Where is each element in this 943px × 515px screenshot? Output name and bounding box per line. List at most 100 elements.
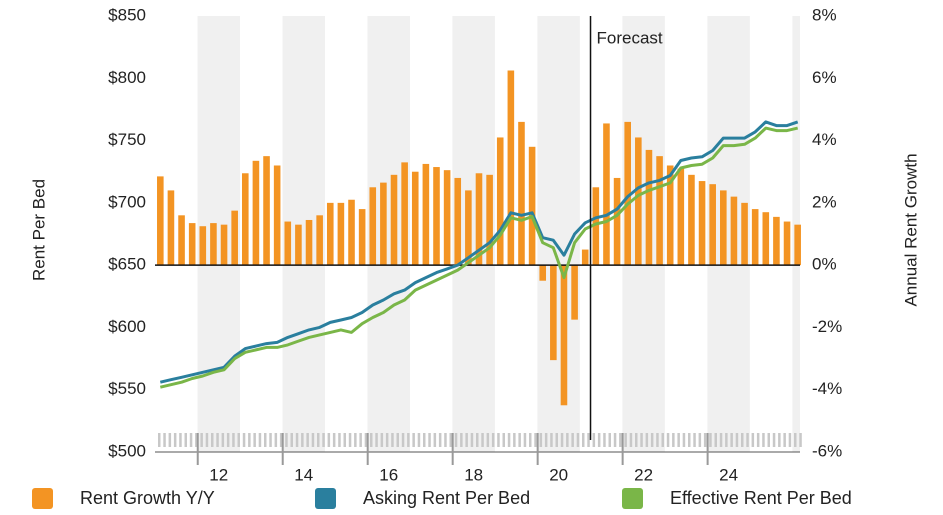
minor-tick <box>348 433 352 447</box>
year-band <box>537 16 580 452</box>
minor-tick <box>709 433 712 447</box>
minor-tick <box>264 433 267 447</box>
minor-tick <box>592 433 596 447</box>
minor-tick <box>385 433 389 447</box>
bar <box>316 215 323 266</box>
minor-tick <box>274 433 278 447</box>
bar <box>688 174 695 266</box>
bar <box>220 224 228 266</box>
minor-tick <box>619 433 622 447</box>
bar <box>528 146 536 266</box>
minor-tick <box>778 433 781 447</box>
minor-tick <box>449 433 452 447</box>
bar <box>581 249 589 266</box>
y-tick-label: $800 <box>108 68 146 87</box>
minor-tick <box>258 433 262 447</box>
bar <box>210 223 217 266</box>
bar <box>794 224 801 266</box>
legend-label: Rent Growth Y/Y <box>80 488 215 508</box>
minor-tick <box>195 433 198 447</box>
minor-tick <box>603 433 606 447</box>
bar <box>390 174 398 266</box>
bar <box>241 173 249 266</box>
bar <box>720 190 727 266</box>
minor-tick <box>279 433 283 447</box>
y2-tick-label: 4% <box>812 130 837 149</box>
bar <box>603 123 610 266</box>
minor-tick <box>624 433 627 447</box>
minor-tick <box>476 433 479 447</box>
minor-tick <box>412 433 415 447</box>
y-tick-label: $650 <box>108 255 146 274</box>
legend-swatch <box>315 488 336 509</box>
minor-tick <box>391 433 394 447</box>
bar <box>698 181 706 266</box>
minor-tick <box>343 433 346 447</box>
minor-tick <box>359 433 362 447</box>
minor-tick <box>226 433 230 447</box>
minor-tick <box>211 433 214 447</box>
line <box>159 126 799 389</box>
minor-tick <box>582 433 585 447</box>
y-tick-label: $850 <box>108 5 146 24</box>
bar <box>178 215 185 266</box>
bar <box>613 177 621 266</box>
minor-tick <box>444 433 447 447</box>
bar <box>273 165 281 266</box>
line <box>159 120 799 384</box>
minor-tick <box>698 433 702 447</box>
y2-axis-title: Annual Rent Growth <box>901 153 920 306</box>
minor-tick <box>486 433 490 447</box>
annotation: Forecast <box>597 28 663 47</box>
minor-tick <box>163 433 166 447</box>
x-tick-label: 20 <box>549 465 568 484</box>
minor-tick <box>597 433 601 447</box>
minor-tick <box>407 433 410 447</box>
bar <box>730 196 738 266</box>
bar <box>188 223 196 266</box>
bar <box>358 209 366 266</box>
minor-tick <box>735 433 739 447</box>
minor-tick <box>338 433 341 447</box>
bar <box>656 156 663 266</box>
minor-tick <box>645 433 649 447</box>
minor-tick <box>491 433 495 447</box>
y-tick-label: $750 <box>108 130 146 149</box>
minor-tick <box>481 433 484 447</box>
minor-tick <box>741 433 744 447</box>
minor-tick <box>576 433 580 447</box>
legend-swatch <box>32 488 53 509</box>
bar <box>422 163 430 266</box>
minor-tick <box>168 433 172 447</box>
minor-tick <box>650 433 654 447</box>
bar <box>263 156 270 266</box>
minor-tick <box>661 433 664 447</box>
bar <box>465 190 472 266</box>
minor-tick <box>423 433 426 447</box>
minor-tick <box>688 433 691 447</box>
bar <box>518 121 525 266</box>
bar <box>326 202 334 266</box>
bar <box>380 182 387 266</box>
x-tick-label: 22 <box>634 465 653 484</box>
minor-tick <box>242 433 246 447</box>
y2-tick-label: -4% <box>812 379 842 398</box>
minor-tick <box>703 433 707 447</box>
bar <box>560 265 568 406</box>
minor-tick <box>158 433 161 447</box>
minor-tick <box>301 433 304 447</box>
bar <box>157 176 164 266</box>
y2-tick-label: -6% <box>812 441 842 460</box>
minor-tick <box>587 433 590 447</box>
bar <box>496 137 504 266</box>
bar <box>454 177 462 266</box>
bar <box>645 149 653 266</box>
minor-tick <box>693 433 696 447</box>
bar <box>677 168 685 266</box>
bar <box>167 190 175 266</box>
minor-tick <box>682 433 686 447</box>
minor-tick <box>189 433 193 447</box>
bar <box>443 170 451 266</box>
